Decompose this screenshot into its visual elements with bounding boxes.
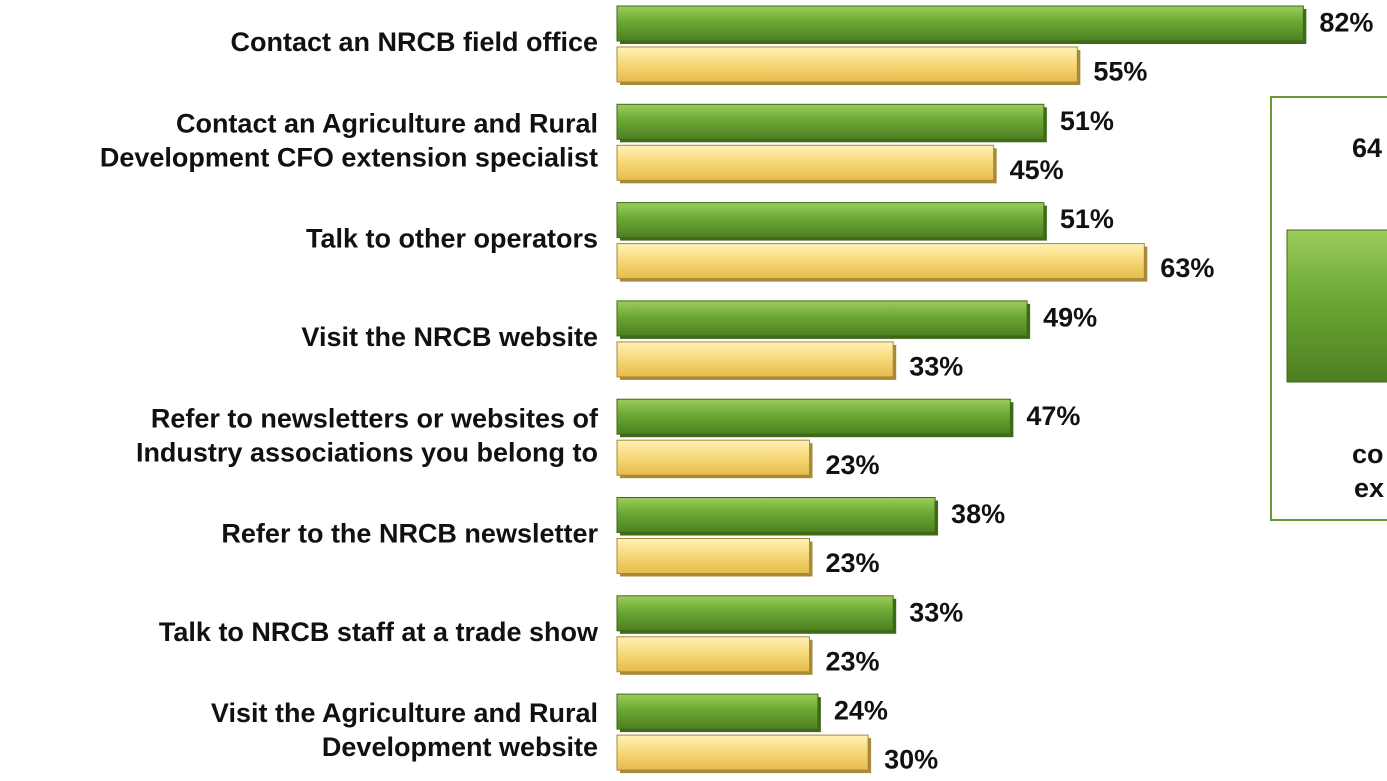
- category-label: Contact an Agriculture and Rural: [176, 108, 598, 138]
- value-label: 30%: [884, 745, 938, 775]
- category-label: Talk to other operators: [306, 224, 598, 254]
- bar: [616, 636, 811, 673]
- bar: [616, 341, 894, 378]
- category-label: Refer to the NRCB newsletter: [221, 519, 598, 549]
- value-label: 23%: [826, 646, 880, 676]
- category-label: Visit the Agriculture and Rural: [211, 698, 598, 728]
- category-label: Visit the NRCB website: [301, 322, 598, 352]
- category-label: Industry associations you belong to: [136, 437, 598, 467]
- bar: [616, 103, 1045, 140]
- value-label: 47%: [1026, 401, 1080, 431]
- category-label: Development CFO extension specialist: [100, 142, 598, 172]
- bar: [616, 693, 819, 730]
- inset-text: ex: [1354, 473, 1384, 503]
- value-label: 82%: [1319, 8, 1373, 38]
- value-label: 23%: [826, 548, 880, 578]
- bar: [616, 5, 1304, 42]
- value-label: 55%: [1093, 57, 1147, 87]
- bar: [616, 595, 894, 632]
- bar: [616, 202, 1045, 239]
- bar: [616, 398, 1011, 435]
- value-label: 51%: [1060, 204, 1114, 234]
- value-label: 45%: [1010, 155, 1064, 185]
- value-label: 49%: [1043, 303, 1097, 333]
- value-label: 24%: [834, 696, 888, 726]
- category-label: Talk to NRCB staff at a trade show: [159, 617, 599, 647]
- inset-text: 64: [1352, 133, 1382, 163]
- bar: [616, 439, 811, 476]
- bar: [616, 734, 869, 771]
- value-label: 63%: [1160, 253, 1214, 283]
- bar: [616, 538, 811, 574]
- value-label: 33%: [909, 597, 963, 627]
- category-label: Contact an NRCB field office: [230, 27, 598, 57]
- category-label: Development website: [322, 732, 598, 762]
- bar: [616, 300, 1028, 337]
- bar: [616, 46, 1078, 83]
- inset-text: co: [1352, 439, 1384, 469]
- bar: [616, 243, 1145, 280]
- category-label: Refer to newsletters or websites of: [151, 403, 599, 433]
- inset-box: [1270, 96, 1387, 521]
- value-label: 23%: [826, 450, 880, 480]
- bar: [616, 144, 995, 181]
- inset-bar: [1286, 229, 1387, 383]
- value-label: 38%: [951, 499, 1005, 529]
- bar: [616, 497, 936, 533]
- value-label: 51%: [1060, 106, 1114, 136]
- value-label: 33%: [909, 352, 963, 382]
